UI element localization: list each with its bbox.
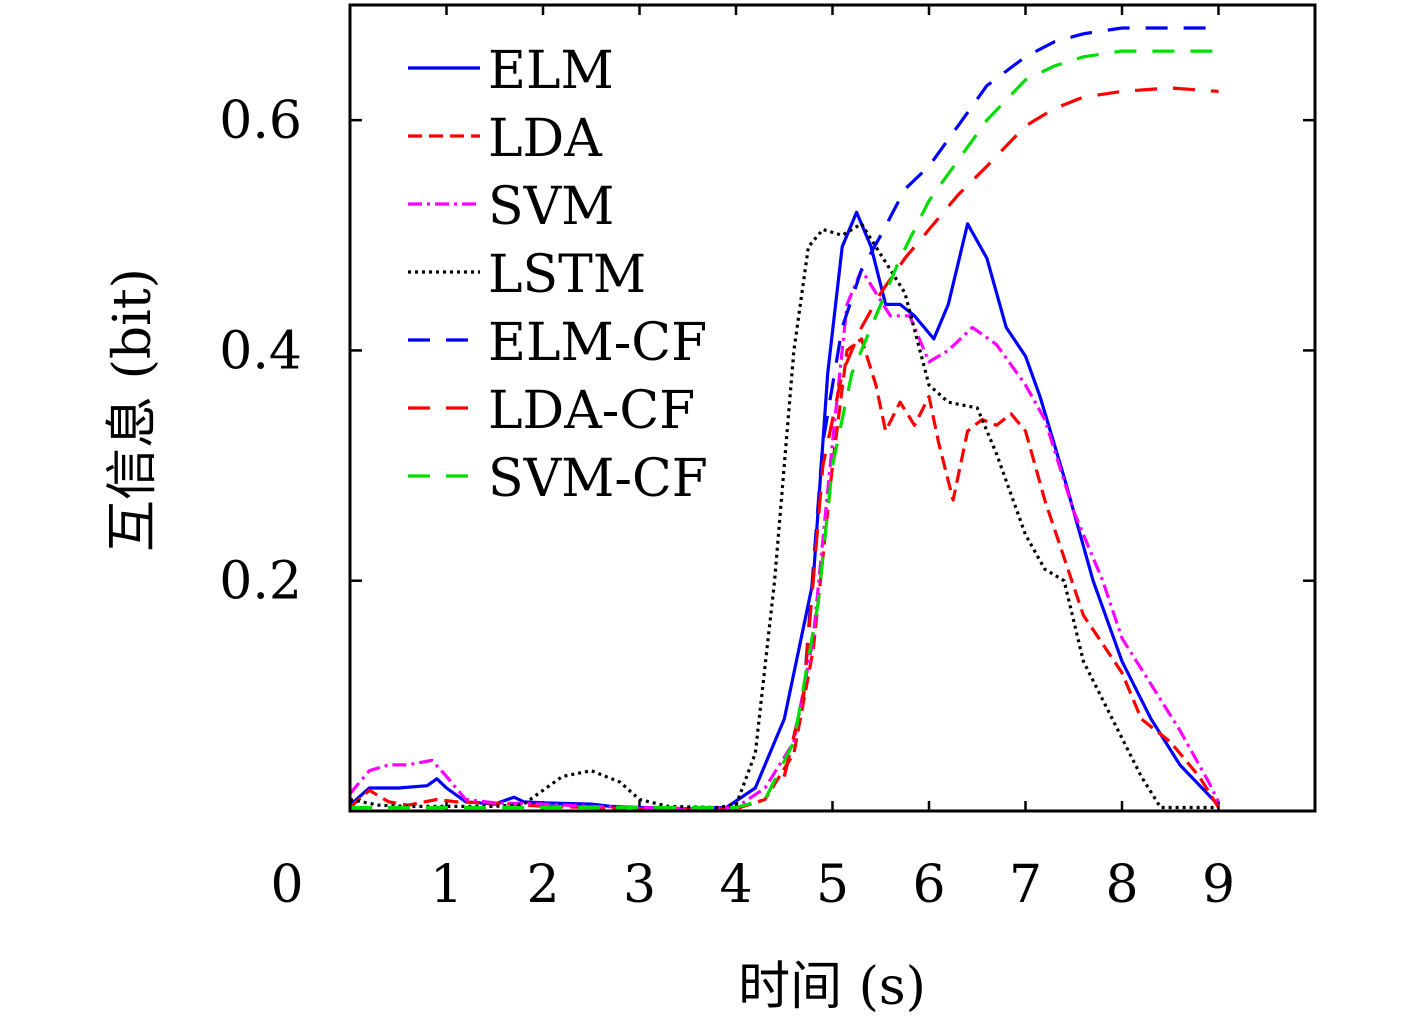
series-line-lda	[348, 337, 1220, 811]
series-line-lstm	[349, 222, 1219, 810]
y-tick-label-1: 0.4	[219, 321, 302, 381]
x-tick-label-7: 7	[1009, 855, 1042, 915]
legend-label-svm: SVM	[488, 177, 614, 237]
x-tick-label-3: 3	[623, 855, 656, 915]
legend-label-elm: ELM	[488, 41, 614, 101]
tick-labels: 0 1 2 3 4 5 6 7 8 9 0.2 0.4 0.6	[219, 91, 1235, 915]
series-line-lda-cf	[782, 86, 1219, 777]
series-lines	[348, 26, 1220, 811]
series-line-svm	[348, 268, 1220, 811]
legend: ELM LDA SVM LSTM ELM-CF LDA-CF SVM-CF	[408, 41, 708, 509]
legend-label-svm-cf: SVM-CF	[488, 449, 708, 509]
series-line-elm	[348, 210, 1220, 811]
series-line-svm-cf	[350, 49, 1219, 810]
y-axis-title: 互信息 (bit)	[103, 268, 163, 552]
x-tick-label-9: 9	[1202, 855, 1235, 915]
x-axis-title: 时间 (s)	[738, 957, 926, 1017]
y-tick-label-2: 0.6	[219, 91, 302, 151]
x-tick-label-0: 0	[270, 855, 303, 915]
x-tick-label-8: 8	[1105, 855, 1138, 915]
legend-label-lstm: LSTM	[488, 245, 646, 305]
x-tick-label-4: 4	[719, 855, 752, 915]
x-tick-label-5: 5	[816, 855, 849, 915]
legend-label-lda-cf: LDA-CF	[488, 381, 695, 441]
x-tick-label-1: 1	[430, 855, 463, 915]
legend-label-elm-cf: ELM-CF	[488, 313, 707, 373]
x-tick-label-6: 6	[912, 855, 945, 915]
y-tick-label-0: 0.2	[219, 552, 302, 612]
plot-frame	[348, 3, 1317, 813]
legend-label-lda: LDA	[488, 109, 603, 169]
series-line-elm-cf	[782, 26, 1219, 777]
x-tick-label-2: 2	[526, 855, 559, 915]
tick-marks	[350, 5, 1315, 811]
